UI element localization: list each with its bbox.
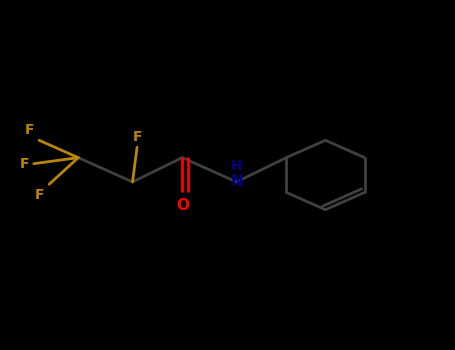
Text: F: F [25, 123, 35, 137]
Text: N: N [230, 174, 243, 189]
Text: O: O [176, 197, 189, 212]
Text: F: F [20, 157, 29, 171]
Text: F: F [132, 130, 142, 144]
Text: H: H [231, 159, 243, 173]
Text: F: F [35, 188, 45, 202]
